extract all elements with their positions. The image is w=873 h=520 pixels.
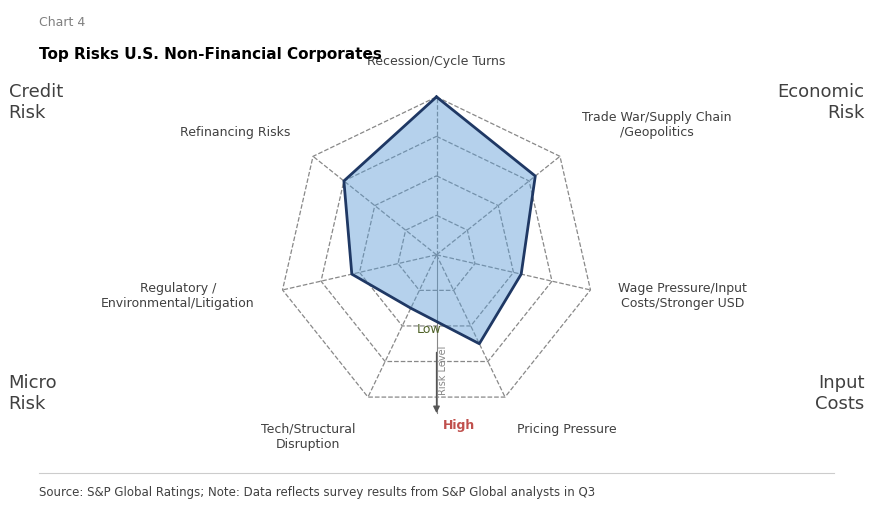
Text: Credit
Risk: Credit Risk [9,83,63,122]
Text: Input
Costs: Input Costs [815,374,864,413]
Polygon shape [344,97,535,344]
Text: Chart 4: Chart 4 [39,16,86,29]
Text: Risk Level: Risk Level [438,345,448,395]
Text: High: High [443,419,475,432]
Text: Pricing Pressure: Pricing Pressure [518,423,617,436]
Text: Recession/Cycle Turns: Recession/Cycle Turns [368,56,505,69]
Text: Micro
Risk: Micro Risk [9,374,58,413]
Text: Trade War/Supply Chain
/Geopolitics: Trade War/Supply Chain /Geopolitics [582,111,732,139]
Text: Top Risks U.S. Non-Financial Corporates: Top Risks U.S. Non-Financial Corporates [39,47,382,62]
Text: Tech/Structural
Disruption: Tech/Structural Disruption [261,423,355,451]
Text: Wage Pressure/Input
Costs/Stronger USD: Wage Pressure/Input Costs/Stronger USD [618,282,747,310]
Text: Low: Low [416,322,441,335]
Text: Refinancing Risks: Refinancing Risks [181,126,291,139]
Text: Economic
Risk: Economic Risk [777,83,864,122]
Text: Regulatory /
Environmental/Litigation: Regulatory / Environmental/Litigation [101,282,255,310]
Text: Source: S&P Global Ratings; Note: Data reflects survey results from S&P Global a: Source: S&P Global Ratings; Note: Data r… [39,486,595,499]
